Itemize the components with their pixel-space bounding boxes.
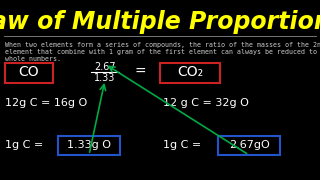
Text: 2.67: 2.67 xyxy=(94,62,116,72)
Bar xyxy=(58,136,120,155)
Bar xyxy=(160,63,220,83)
Text: whole numbers.: whole numbers. xyxy=(5,56,61,62)
Bar xyxy=(218,136,280,155)
Text: 1.33g O: 1.33g O xyxy=(67,140,111,150)
Text: 1g C =: 1g C = xyxy=(5,140,43,150)
Text: CO: CO xyxy=(19,65,39,79)
Text: 12 g C = 32g O: 12 g C = 32g O xyxy=(163,98,249,108)
Text: When two elements form a series of compounds, the ratio of the masses of the 2nd: When two elements form a series of compo… xyxy=(5,42,320,48)
Bar xyxy=(5,63,53,83)
Text: element that combine with 1 gram of the first element can always be reduced to s: element that combine with 1 gram of the … xyxy=(5,49,320,55)
Text: 2.67gO: 2.67gO xyxy=(228,140,269,150)
Text: CO₂: CO₂ xyxy=(177,65,203,79)
Text: 12g C = 16g O: 12g C = 16g O xyxy=(5,98,87,108)
Text: Law of Multiple Proportions: Law of Multiple Proportions xyxy=(0,10,320,34)
Text: =: = xyxy=(134,65,146,79)
Text: 1g C =: 1g C = xyxy=(163,140,201,150)
Text: 1.33: 1.33 xyxy=(94,73,116,83)
